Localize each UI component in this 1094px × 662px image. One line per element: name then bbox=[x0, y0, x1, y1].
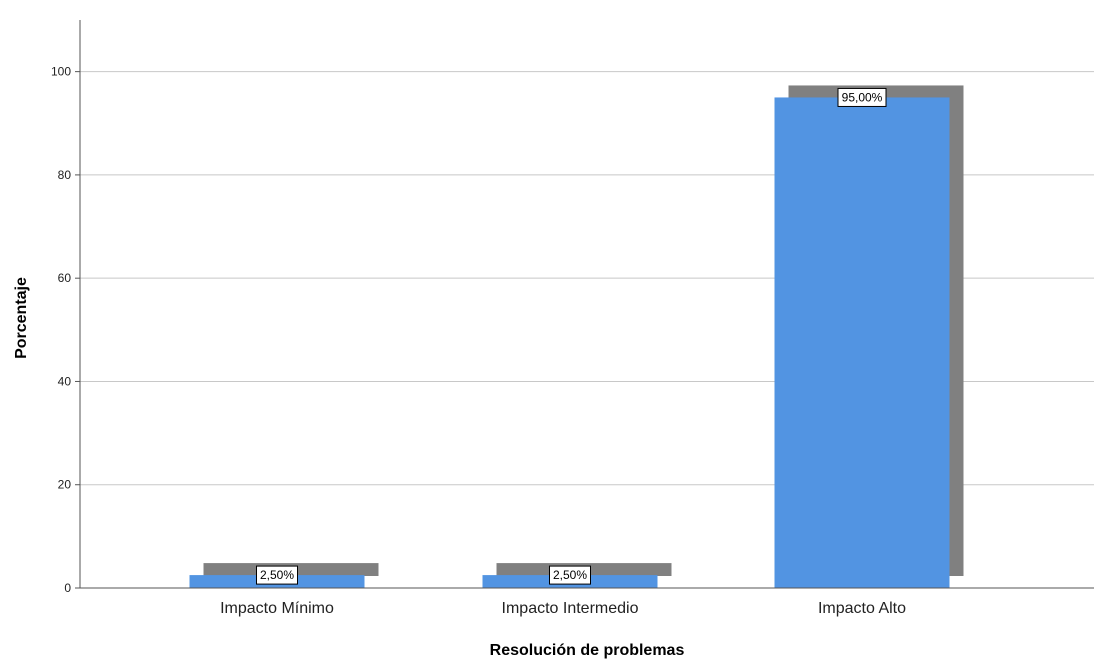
data-label-text: 2,50% bbox=[553, 568, 587, 582]
axes bbox=[79, 20, 1094, 589]
y-tick-labels: 0 20 40 60 80 100 bbox=[51, 65, 80, 595]
bar bbox=[774, 97, 950, 589]
x-tick-label: Impacto Alto bbox=[818, 600, 906, 617]
data-label-box bbox=[837, 87, 887, 107]
x-axis-title: Resolución de problemas bbox=[490, 642, 685, 659]
bars bbox=[189, 97, 950, 589]
y-tick-label: 100 bbox=[51, 65, 71, 79]
data-label: 2,50% bbox=[256, 565, 298, 585]
y-tick-label: 80 bbox=[58, 168, 72, 182]
data-label-box bbox=[549, 565, 591, 585]
data-label-text: 2,50% bbox=[260, 568, 294, 582]
data-label: 2,50% bbox=[549, 565, 591, 585]
data-label-box bbox=[256, 565, 298, 585]
y-tick-label: 40 bbox=[58, 374, 72, 388]
y-tick-label: 0 bbox=[64, 581, 71, 595]
x-tick-label: Impacto Intermedio bbox=[502, 600, 639, 617]
data-label-text: 95,00% bbox=[842, 90, 883, 104]
x-tick-label: Impacto Mínimo bbox=[220, 600, 334, 617]
y-tick-label: 60 bbox=[58, 271, 72, 285]
data-labels: 2,50% 2,50% 95,00% bbox=[256, 87, 887, 585]
y-axis-title: Porcentaje bbox=[13, 277, 30, 359]
data-label: 95,00% bbox=[837, 87, 887, 107]
y-tick-label: 20 bbox=[58, 478, 72, 492]
x-tick-labels: Impacto Mínimo Impacto Intermedio Impacto … bbox=[220, 600, 906, 617]
